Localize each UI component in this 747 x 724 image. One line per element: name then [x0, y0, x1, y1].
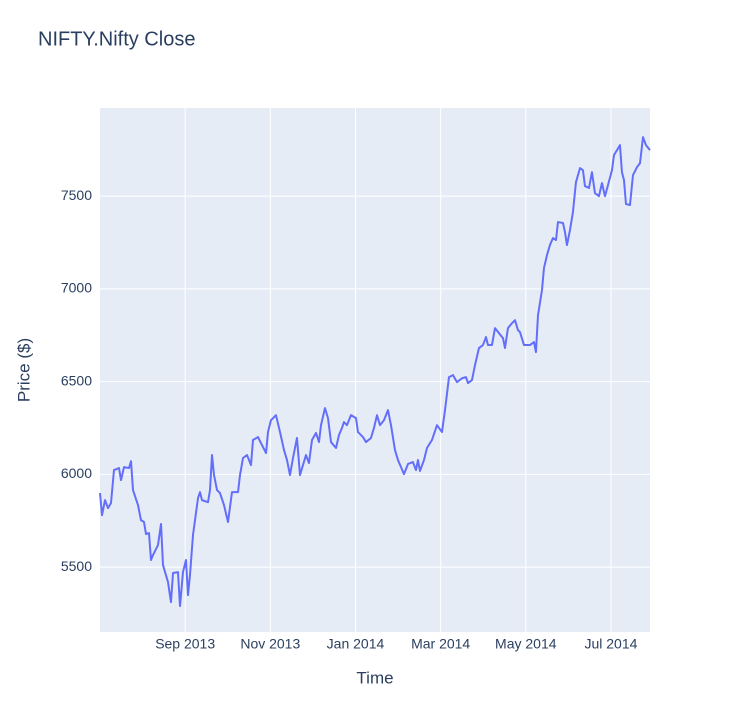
- x-tick-label: Jan 2014: [327, 636, 385, 652]
- x-axis-title: Time: [356, 668, 393, 687]
- y-tick-label: 6000: [61, 465, 92, 481]
- x-tick-label: Mar 2014: [411, 636, 470, 652]
- y-tick-label: 7500: [61, 187, 92, 203]
- chart-title: NIFTY.Nifty Close: [38, 28, 195, 50]
- plot-area: [100, 108, 650, 632]
- x-tick-label: Jul 2014: [584, 636, 637, 652]
- x-tick-label: Sep 2013: [155, 636, 215, 652]
- y-tick-label: 5500: [61, 558, 92, 574]
- x-tick-label: Nov 2013: [240, 636, 300, 652]
- price-line: [99, 136, 651, 608]
- y-tick-label: 7000: [61, 280, 92, 296]
- y-axis-title: Price ($): [14, 338, 33, 402]
- y-tick-label: 6500: [61, 372, 92, 388]
- x-tick-label: May 2014: [495, 636, 557, 652]
